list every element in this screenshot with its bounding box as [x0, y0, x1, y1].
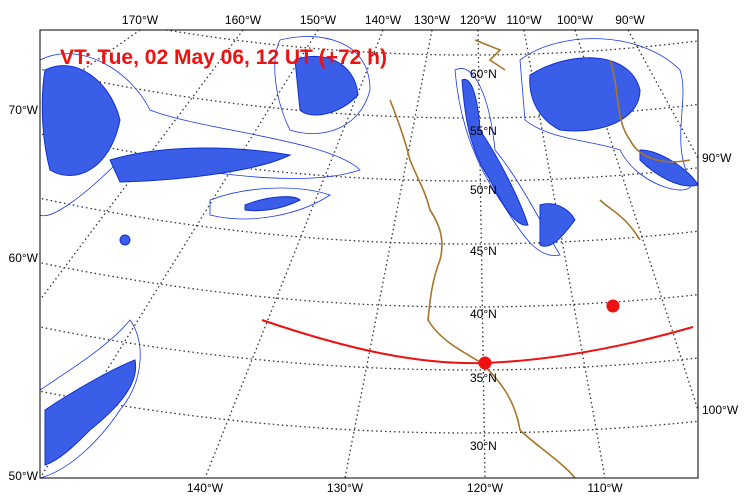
graticule [40, 30, 698, 478]
coordinate-label: 110°W [506, 13, 542, 27]
coordinate-label: 30°N [470, 439, 497, 453]
coordinate-label: 160°W [225, 13, 262, 27]
coordinate-label: 35°N [470, 371, 497, 385]
contours [40, 36, 698, 478]
coordinate-label: 100°W [702, 403, 739, 417]
title: VT: Tue, 02 May 06, 12 UT (+72 h) [60, 46, 387, 69]
coordinate-label: 90°W [702, 151, 732, 165]
coordinate-label: 45°N [470, 244, 497, 258]
coordinate-label: 40°N [470, 307, 497, 321]
coordinate-label: 50°W [9, 469, 39, 483]
point [606, 299, 620, 313]
coordinate-label: 50°N [470, 183, 497, 197]
coordinate-label: 60°N [470, 67, 497, 81]
coordinate-label: 60°W [9, 251, 39, 265]
coordinate-label: 55°N [470, 124, 497, 138]
coordinate-label: 120°W [467, 481, 504, 495]
meridian [523, 30, 606, 478]
frame [39, 29, 699, 479]
coastline [389, 39, 691, 478]
coordinate-label: 90°W [615, 13, 645, 27]
map-area [40, 30, 698, 478]
track [261, 299, 694, 370]
coordinate-label: 150°W [300, 13, 337, 27]
point [478, 356, 492, 370]
coordinate-label: 100°W [557, 13, 594, 27]
coordinate-label: 70°W [9, 103, 39, 117]
meridian [204, 30, 384, 478]
coordinate-label: 140°W [365, 13, 402, 27]
meridian [627, 30, 698, 159]
coordinate-label: 120°W [460, 13, 497, 27]
coordinate-label: 110°W [587, 481, 623, 495]
coordinate-label: 170°W [122, 13, 159, 27]
coordinate-label: 140°W [187, 481, 224, 495]
coordinate-label: 130°W [414, 13, 451, 27]
labels: 170°W 160°W 150°W 140°W 130°W 120°W 110°W 100°W… [9, 13, 739, 495]
coordinate-label: 130°W [327, 481, 364, 495]
meridian [344, 30, 433, 478]
